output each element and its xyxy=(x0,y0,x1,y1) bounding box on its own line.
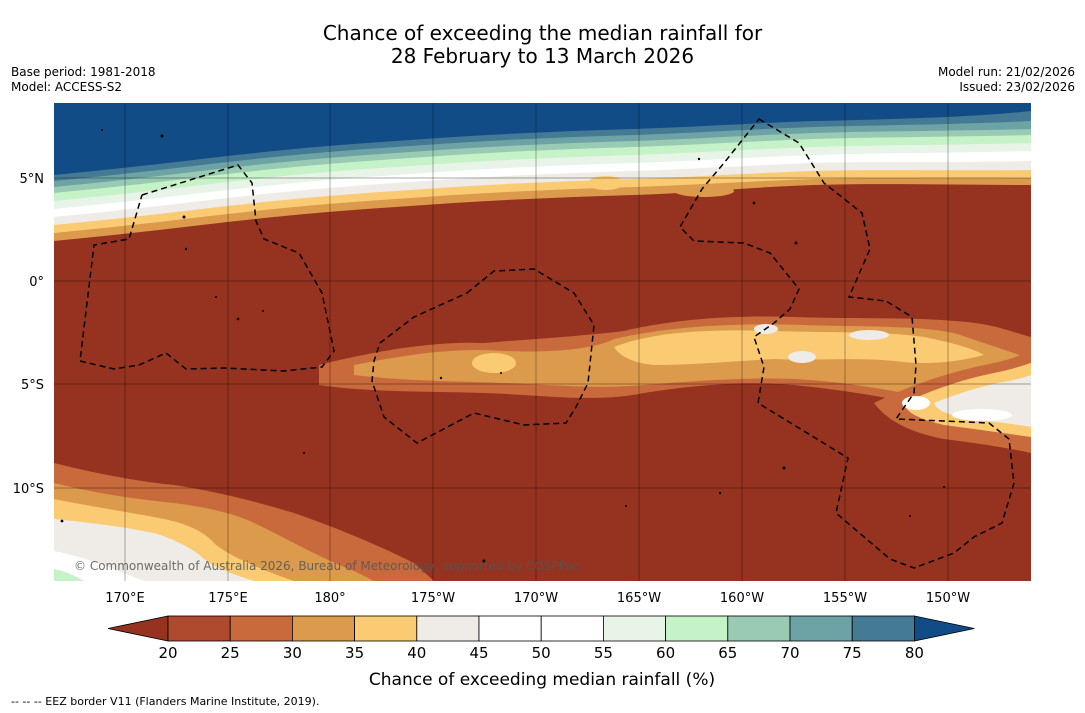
lon-label-170e: 170°E xyxy=(105,591,145,606)
lat-label-5s: 5°S xyxy=(21,378,44,393)
colorbar-segment xyxy=(291,615,355,642)
lon-label-150w: 150°W xyxy=(926,591,970,606)
north-patch-1 xyxy=(588,176,624,190)
lon-label-165w: 165°W xyxy=(617,591,661,606)
base-period: Base period: 1981-2018 xyxy=(11,65,156,79)
lon-label-170w: 170°W xyxy=(514,591,558,606)
lon-label-155w: 155°W xyxy=(823,591,867,606)
eez-footnote: -- -- -- EEZ border V11 (Flanders Marine… xyxy=(11,695,320,708)
colorbar-tick-label: 45 xyxy=(469,644,488,662)
colorbar-tick-label: 65 xyxy=(718,644,737,662)
title-line-1: Chance of exceeding the median rainfall … xyxy=(322,21,763,45)
eez-borders xyxy=(79,118,1015,569)
eez-border-phoenix xyxy=(371,268,595,444)
lat-label-0: 0° xyxy=(29,275,44,290)
chart-title: Chance of exceeding the median rainfall … xyxy=(0,22,1085,68)
lon-labels: 170°E 175°E 180° 175°W 170°W 165°W 160°W… xyxy=(105,591,970,606)
lon-label-175e: 175°E xyxy=(208,591,248,606)
eez-border-kiribati-gilbert xyxy=(79,164,335,372)
colorbar-segment xyxy=(727,615,791,642)
colorbar-tick-label: 20 xyxy=(158,644,177,662)
lon-label-175w: 175°W xyxy=(411,591,455,606)
colorbar-tick-label: 75 xyxy=(843,644,862,662)
colorbar-segment xyxy=(354,615,418,642)
colorbar-tick-label: 35 xyxy=(345,644,364,662)
map-field xyxy=(54,103,1031,581)
meta-left: Base period: 1981-2018 Model: ACCESS-S2 xyxy=(11,65,156,95)
colorbar-segment xyxy=(478,615,542,642)
lat-labels: 5°N 0° 5°S 10°S xyxy=(13,172,44,497)
colorbar-segment xyxy=(540,615,604,642)
colorbar-segment xyxy=(665,615,729,642)
colorbar-tick-label: 70 xyxy=(780,644,799,662)
colorbar-segment xyxy=(851,615,915,642)
central-patch-4 xyxy=(849,330,889,340)
map-gridlines xyxy=(54,103,1031,581)
colorbar-segment xyxy=(416,615,480,642)
colorbar-tick-label: 55 xyxy=(594,644,613,662)
colorbar-segment xyxy=(602,615,666,642)
southeast-patch-white xyxy=(952,409,1012,421)
north-patch-2 xyxy=(674,185,734,197)
southwest-band-55 xyxy=(54,551,144,581)
colorbar-label: Chance of exceeding median rainfall (%) xyxy=(369,670,715,690)
central-patch-1 xyxy=(472,353,516,373)
meta-right: Model run: 21/02/2026 Issued: 23/02/2026 xyxy=(938,65,1075,95)
lon-label-180: 180° xyxy=(314,591,345,606)
colorbar-extend-low xyxy=(107,615,169,642)
colorbar-tick-label: 60 xyxy=(656,644,675,662)
colorbar-tick-label: 40 xyxy=(407,644,426,662)
lat-label-10s: 10°S xyxy=(13,482,44,497)
colorbar-ticks: 20 25 30 35 40 45 50 55 60 65 70 75 80 xyxy=(158,644,923,662)
colorbar: 20 25 30 35 40 45 50 55 60 65 70 75 80 Chance of exc… xyxy=(107,615,975,690)
colorbar-tick-label: 80 xyxy=(905,644,924,662)
model-run: Model run: 21/02/2026 xyxy=(937,65,1075,79)
lat-label-5n: 5°N xyxy=(20,172,45,187)
colorbar-segment xyxy=(789,615,853,642)
islands xyxy=(60,129,945,563)
colorbar-tick-label: 25 xyxy=(221,644,240,662)
model-name: Model: ACCESS-S2 xyxy=(11,80,123,94)
rainfall-map: © Commonwealth of Australia 2026, Bureau… xyxy=(13,103,1031,606)
colorbar-segment xyxy=(229,615,293,642)
colorbar-segment xyxy=(167,615,231,642)
southwest-band-65 xyxy=(54,569,84,581)
lon-label-160w: 160°W xyxy=(720,591,764,606)
colorbar-extend-high xyxy=(914,615,975,642)
title-line-2: 28 February to 13 March 2026 xyxy=(390,44,695,68)
central-patch-5 xyxy=(788,351,816,363)
colorbar-tick-label: 50 xyxy=(532,644,551,662)
colorbar-tick-label: 30 xyxy=(283,644,302,662)
central-patch-2 xyxy=(392,359,420,371)
eez-border-line-islands xyxy=(679,118,1015,569)
southeast-patch-white-2 xyxy=(902,396,930,410)
issued-date: Issued: 23/02/2026 xyxy=(959,80,1075,94)
north-ocean-deep xyxy=(54,103,1031,175)
colorbar-segments xyxy=(107,615,975,642)
copyright-text: © Commonwealth of Australia 2026, Bureau… xyxy=(74,559,579,573)
central-band-40 xyxy=(614,330,984,365)
